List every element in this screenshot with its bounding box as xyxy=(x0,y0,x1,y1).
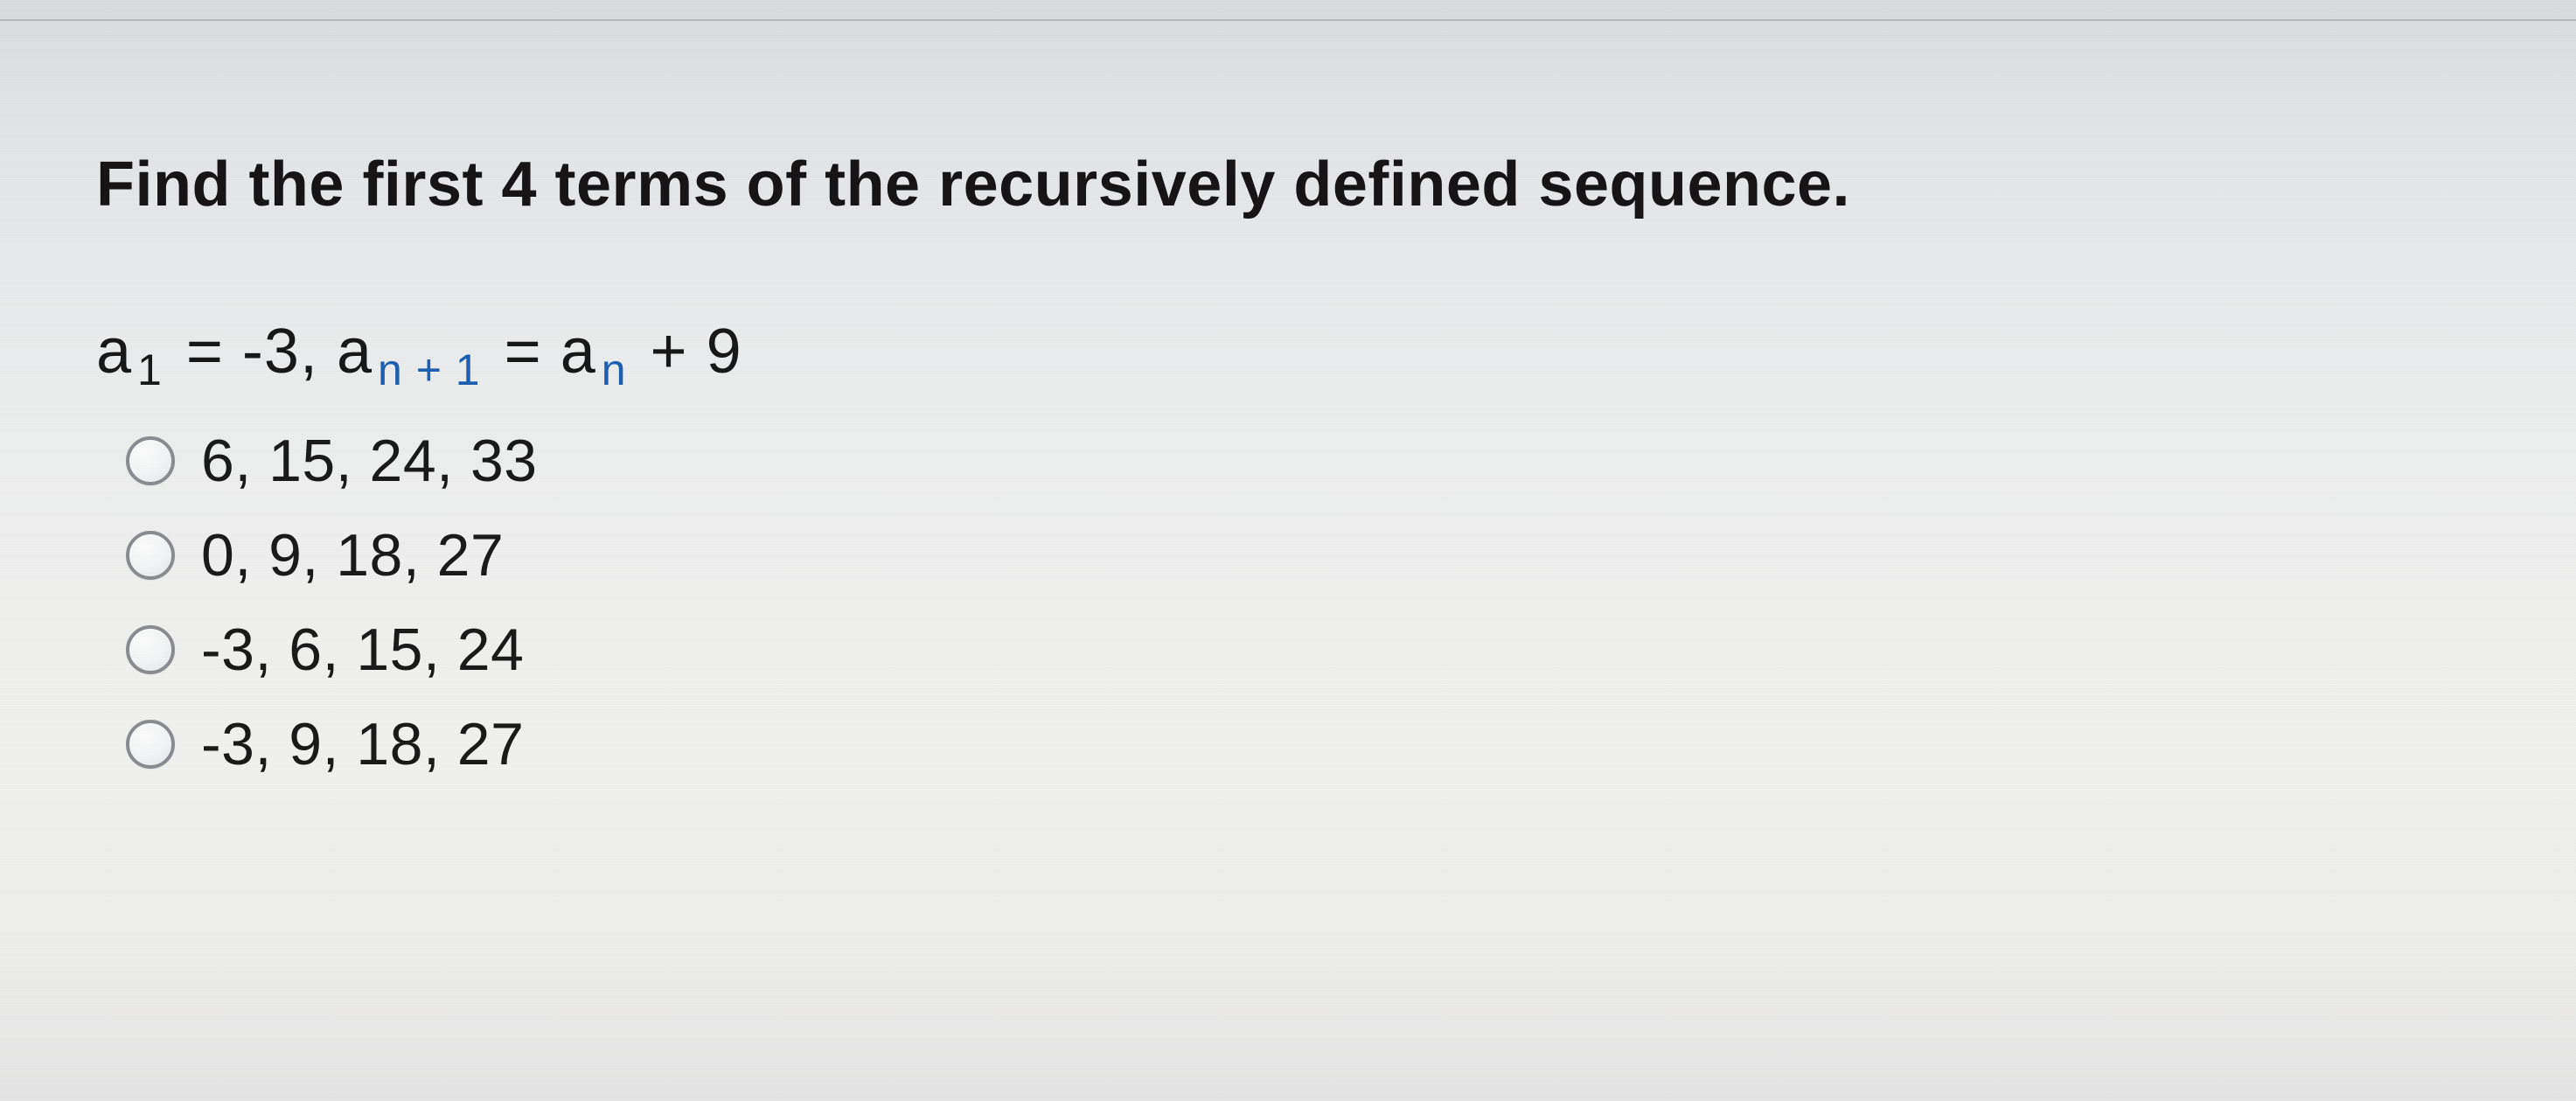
question-block: Find the first 4 terms of the recursivel… xyxy=(96,149,2524,805)
options-list: 6, 15, 24, 33 0, 9, 18, 27 -3, 6, 15, 24… xyxy=(96,427,2524,778)
formula-plus9: + 9 xyxy=(632,317,742,387)
formula-a2-a: a xyxy=(337,317,372,387)
formula-sub-n: n xyxy=(602,345,627,394)
radio-icon[interactable] xyxy=(126,531,175,580)
option-text: -3, 9, 18, 27 xyxy=(201,710,524,778)
option-row[interactable]: 6, 15, 24, 33 xyxy=(126,427,2524,495)
option-row[interactable]: -3, 6, 15, 24 xyxy=(126,616,2524,684)
formula-a1-a: a xyxy=(96,317,132,387)
formula-eq1: = xyxy=(168,317,242,387)
option-text: 0, 9, 18, 27 xyxy=(201,521,504,589)
question-text: Find the first 4 terms of the recursivel… xyxy=(96,149,2524,221)
formula-sub-np1: n + 1 xyxy=(378,345,481,394)
radio-icon[interactable] xyxy=(126,625,175,674)
formula-neg3: -3 xyxy=(242,317,300,387)
option-text: -3, 6, 15, 24 xyxy=(201,616,524,684)
option-row[interactable]: -3, 9, 18, 27 xyxy=(126,710,2524,778)
option-row[interactable]: 0, 9, 18, 27 xyxy=(126,521,2524,589)
formula-a3-a: a xyxy=(560,317,596,387)
option-text: 6, 15, 24, 33 xyxy=(201,427,538,495)
top-divider xyxy=(0,19,2576,21)
formula-sub-1: 1 xyxy=(137,345,163,394)
formula-eq2: = xyxy=(486,317,560,387)
formula-comma: , xyxy=(300,317,337,387)
recursive-formula: a1 = -3, an + 1 = an + 9 xyxy=(96,317,2524,387)
radio-icon[interactable] xyxy=(126,720,175,769)
radio-icon[interactable] xyxy=(126,436,175,485)
